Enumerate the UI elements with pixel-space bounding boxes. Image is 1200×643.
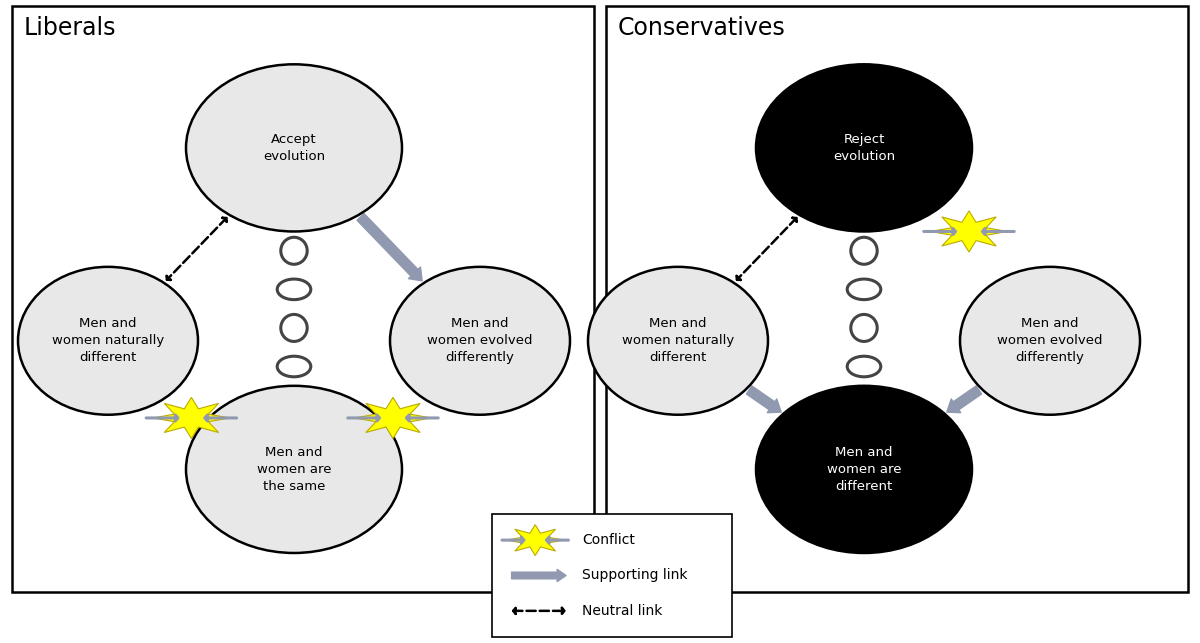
Text: Supporting link: Supporting link [582,568,688,583]
Text: Neutral link: Neutral link [582,604,662,618]
Text: Conflict: Conflict [582,533,635,547]
Text: Men and
women evolved
differently: Men and women evolved differently [997,317,1103,365]
Ellipse shape [960,267,1140,415]
Text: Reject
evolution: Reject evolution [833,133,895,163]
Bar [12,6,594,592]
Ellipse shape [588,267,768,415]
Ellipse shape [18,267,198,415]
Text: Men and
women naturally
different: Men and women naturally different [52,317,164,365]
Bar [606,6,1188,592]
Text: Men and
women are
different: Men and women are different [827,446,901,493]
Ellipse shape [186,386,402,553]
Text: Men and
women evolved
differently: Men and women evolved differently [427,317,533,365]
Ellipse shape [390,267,570,415]
Text: Men and
women are
the same: Men and women are the same [257,446,331,493]
Text: Liberals: Liberals [24,16,116,40]
Text: Men and
women naturally
different: Men and women naturally different [622,317,734,365]
Polygon shape [152,397,230,439]
Polygon shape [355,397,432,439]
Ellipse shape [186,64,402,231]
Polygon shape [931,211,1008,252]
Polygon shape [506,525,564,556]
Text: Conservatives: Conservatives [618,16,786,40]
Bar [492,514,732,637]
Ellipse shape [756,386,972,553]
Ellipse shape [756,64,972,231]
Text: Accept
evolution: Accept evolution [263,133,325,163]
